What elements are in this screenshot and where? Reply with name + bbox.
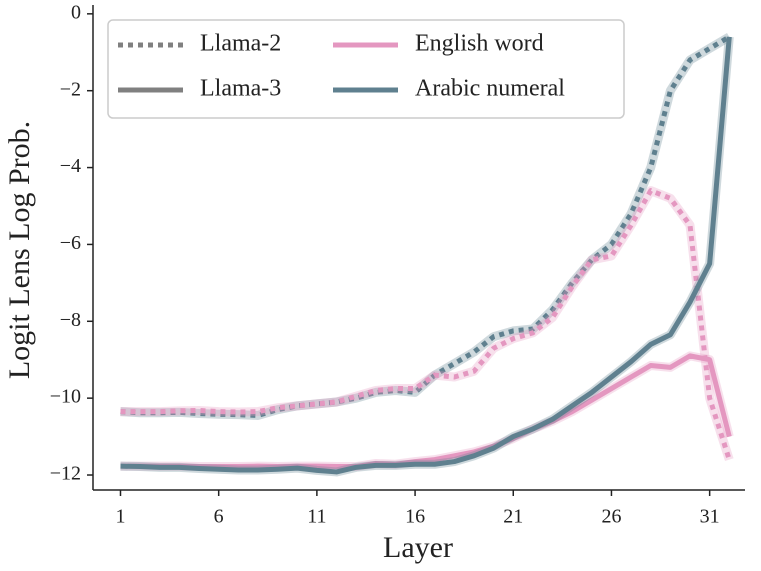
x-tick-label: 16 [405,506,425,528]
legend-label: Arabic numeral [415,76,565,102]
series-line [120,353,732,470]
y-tick-label: 0 [71,1,81,23]
y-tick-label: −10 [50,386,81,408]
x-tick-label: 26 [601,506,621,528]
legend-label: Llama-2 [200,31,281,57]
legend-frame [107,19,625,119]
series-line [120,188,732,461]
x-axis-label: Layer [383,531,453,564]
x-tick-label: 1 [115,506,125,528]
x-tick-label: 21 [503,506,523,528]
legend: Llama-2 Llama-3 English word Arabic numeral [107,19,625,119]
y-axis-label: Logit Lens Log Prob. [3,121,36,379]
y-tick-label: −12 [50,463,81,485]
y-tick-label: −4 [60,155,81,177]
series-line [120,36,732,475]
series-line [120,34,731,418]
y-tick-label: −2 [60,78,81,100]
series-band [120,186,734,462]
legend-label: Llama-3 [200,76,281,102]
legend-label: English word [415,31,544,57]
x-tick-label: 31 [700,506,720,528]
y-tick-label: −8 [60,309,81,331]
x-tick-label: 11 [307,506,326,528]
y-tick-label: −6 [60,232,81,254]
x-tick-label: 6 [214,506,224,528]
